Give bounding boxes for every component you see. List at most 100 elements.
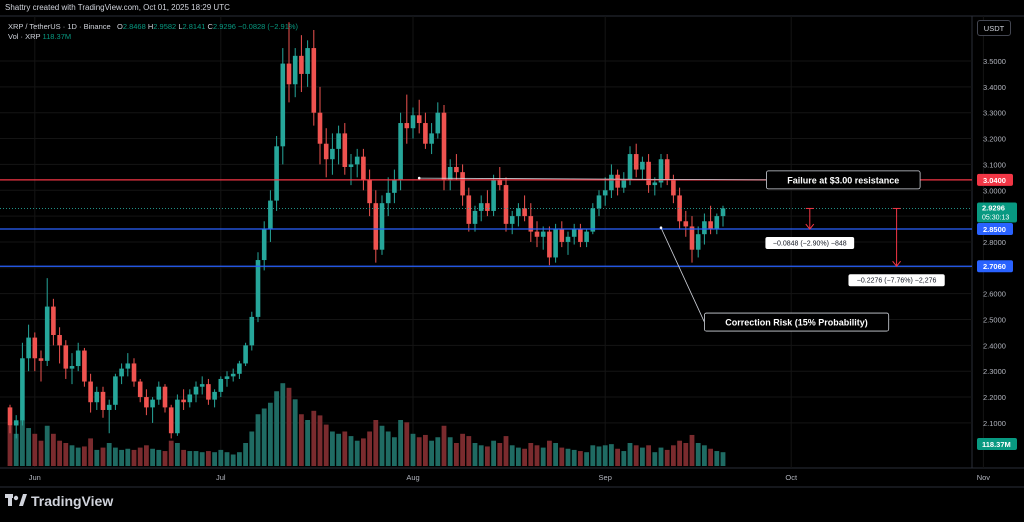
candle-body <box>373 203 379 250</box>
candle-body <box>385 192 391 204</box>
volume-bar <box>454 443 459 466</box>
candle-body <box>137 381 143 398</box>
volume-bar <box>677 440 682 466</box>
candle-body <box>150 399 155 408</box>
candle-body <box>13 420 19 426</box>
volume-bar <box>683 443 689 466</box>
symbol-legend[interactable]: XRP / TetherUS · 1D · Binance O2.8468 H2… <box>8 22 298 31</box>
volume-bar <box>38 440 44 466</box>
volume-bar <box>429 440 434 466</box>
callout-text: Failure at $3.00 resistance <box>787 175 899 185</box>
candle-body <box>342 133 348 167</box>
volume-bar <box>218 449 224 466</box>
price-line-tag <box>977 260 1013 273</box>
candle-body <box>230 373 236 377</box>
candle-body <box>602 190 608 196</box>
candle-body <box>330 148 335 160</box>
volume-bar <box>497 443 503 466</box>
volume-bar <box>199 452 205 466</box>
volume-legend[interactable]: Vol · XRP 118.37M <box>8 32 71 41</box>
candle-body <box>695 234 701 250</box>
price-line-tag <box>977 223 1013 236</box>
candle-body <box>218 378 224 392</box>
volume-bar <box>559 447 565 466</box>
volume-bar <box>385 431 391 466</box>
candle-body <box>404 123 410 129</box>
candle-body <box>82 350 87 382</box>
candle-body <box>26 337 31 359</box>
volume-bar <box>32 433 38 466</box>
candle-body <box>63 345 69 369</box>
volume-bar <box>528 443 534 466</box>
candle-body <box>416 115 422 124</box>
candle-body <box>398 123 403 180</box>
volume-bar <box>627 443 633 466</box>
candle-body <box>621 179 627 188</box>
candle-body <box>94 391 100 403</box>
time-axis: Jun Jul Aug Sep Oct Nov <box>29 473 991 482</box>
candle-body <box>255 260 261 317</box>
candle-body <box>206 384 211 400</box>
volume-bar <box>423 434 428 466</box>
price-tick-label: 3.3000 <box>983 109 1006 118</box>
close-value: 2.9296 <box>212 22 236 31</box>
candle-body <box>646 161 651 186</box>
candle-body <box>509 216 515 224</box>
volume-bar <box>323 424 329 466</box>
price-line-label: 2.7060 <box>983 262 1006 271</box>
candle-body <box>547 231 552 258</box>
volume-tag-label: 118.37M <box>982 440 1011 449</box>
candle-body <box>596 195 602 209</box>
volume-bar <box>441 425 447 466</box>
volume-bar <box>392 437 397 466</box>
volume-bar <box>658 447 664 466</box>
volume-bar <box>491 440 496 466</box>
tradingview-brand[interactable]: TradingView <box>5 493 113 509</box>
volume-bar <box>317 415 323 466</box>
candle-body <box>348 164 354 167</box>
volume-bar <box>7 425 13 466</box>
volume-bar <box>367 431 372 466</box>
volume-bar <box>44 425 50 466</box>
currency-button[interactable]: USDT <box>977 20 1011 36</box>
candle-body <box>38 358 44 361</box>
candle-body <box>522 208 527 217</box>
price-line-label: 3.0400 <box>983 176 1006 185</box>
time-tick-label: Jul <box>216 473 226 482</box>
volume-bar <box>590 445 596 466</box>
callout-text: Correction Risk (15% Probability) <box>725 318 868 328</box>
candle-body <box>168 407 174 434</box>
candle-body <box>286 63 292 85</box>
volume-bar <box>237 452 242 466</box>
volume-bar <box>181 449 186 466</box>
volume-bar <box>702 445 707 466</box>
volume-bar <box>664 449 670 466</box>
current-price-tag <box>977 202 1017 223</box>
volume-bar <box>447 437 453 466</box>
volume-bar <box>478 445 484 466</box>
candle-body <box>44 306 50 361</box>
volume-bar <box>404 422 410 466</box>
current-price-label: 2.9296 <box>982 203 1005 212</box>
volume-bar <box>51 433 56 466</box>
price-tick-label: 2.3000 <box>983 367 1006 376</box>
brand-name: TradingView <box>31 493 114 509</box>
candle-body <box>181 399 186 403</box>
volume-bar <box>379 425 385 466</box>
price-tick-label: 2.4000 <box>983 341 1006 350</box>
measure-arrow-head <box>805 223 815 230</box>
candle-body <box>640 161 645 170</box>
volume-bar <box>435 437 441 466</box>
candle-body <box>454 166 459 173</box>
price-tick-label: 2.2000 <box>983 393 1006 402</box>
price-tick-label: 2.8000 <box>983 238 1006 247</box>
volume-bar <box>131 449 137 466</box>
price-tick-label: 2.5000 <box>983 316 1006 325</box>
volume-bar <box>336 433 341 466</box>
candle-body <box>224 376 230 379</box>
volume-bar <box>13 433 19 466</box>
candle-body <box>212 391 217 400</box>
time-tick-label: Nov <box>977 473 991 482</box>
price-line-tag <box>977 173 1013 186</box>
